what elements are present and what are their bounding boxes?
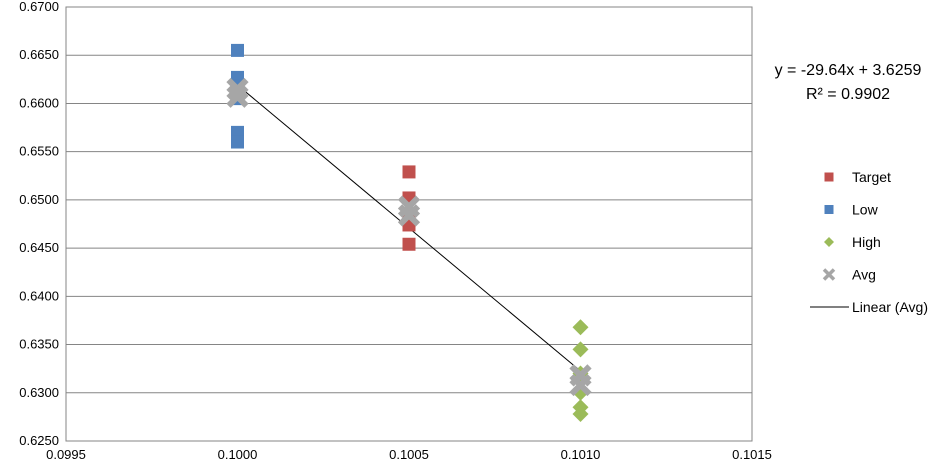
legend-label: Low xyxy=(852,202,879,218)
legend-marker xyxy=(822,268,836,281)
trendline-r-squared-text: R² = 0.9902 xyxy=(806,86,890,103)
y-tick-label: 0.6650 xyxy=(19,47,59,62)
trendline-equation-text: y = -29.64x + 3.6259 xyxy=(775,62,922,79)
y-tick-label: 0.6300 xyxy=(19,385,59,400)
y-tick-label: 0.6350 xyxy=(19,337,59,352)
y-tick-label: 0.6250 xyxy=(19,433,59,448)
y-tick-label: 0.6700 xyxy=(19,0,59,14)
x-tick-label: 0.1015 xyxy=(732,447,772,462)
avg-point xyxy=(226,85,249,108)
legend-marker xyxy=(824,237,834,247)
y-tick-label: 0.6450 xyxy=(19,240,59,255)
x-tick-label: 0.1005 xyxy=(389,447,429,462)
trendline-equation: y = -29.64x + 3.6259 R² = 0.9902 xyxy=(775,62,922,103)
legend-label: Target xyxy=(852,169,891,185)
legend-label: Avg xyxy=(852,267,876,283)
y-tick-label: 0.6500 xyxy=(19,192,59,207)
avg-point xyxy=(226,77,249,101)
target-point xyxy=(402,237,416,251)
legend: Target Low High Avg Linear (Avg) xyxy=(810,169,928,315)
legend-item-high: High xyxy=(824,234,881,250)
legend-item-low: Low xyxy=(824,202,879,218)
legend-marker xyxy=(824,172,834,182)
x-tick-label: 0.1000 xyxy=(218,447,258,462)
legend-label: Linear (Avg) xyxy=(852,299,928,315)
high-point xyxy=(572,341,589,358)
legend-item-target: Target xyxy=(824,169,891,185)
avg-point xyxy=(569,373,592,397)
legend-marker xyxy=(824,205,834,214)
legend-label: High xyxy=(852,234,881,250)
high-point xyxy=(572,319,589,336)
x-tick-label: 0.0995 xyxy=(46,447,86,462)
avg-point xyxy=(397,204,421,227)
high-point xyxy=(572,405,589,422)
legend-item-trendline: Linear (Avg) xyxy=(810,299,928,315)
target-point xyxy=(402,165,416,179)
legend-item-avg: Avg xyxy=(822,267,876,283)
y-tick-label: 0.6550 xyxy=(19,144,59,159)
x-tick-label: 0.1010 xyxy=(561,447,601,462)
y-tick-label: 0.6400 xyxy=(19,288,59,303)
x-axis-tick-labels: 0.0995 0.1000 0.1005 0.1010 0.1015 xyxy=(46,447,772,462)
y-tick-label: 0.6600 xyxy=(19,95,59,110)
low-point xyxy=(231,135,244,149)
series-avg xyxy=(226,77,592,397)
data-points xyxy=(226,43,592,422)
plot-area xyxy=(65,6,753,442)
y-axis-tick-labels: 0.6250 0.6300 0.6350 0.6400 0.6450 0.6500 0.65… xyxy=(19,0,59,448)
low-point xyxy=(231,43,244,57)
